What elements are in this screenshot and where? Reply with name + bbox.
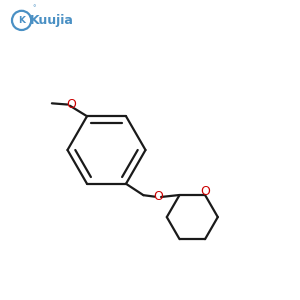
Text: °: ° bbox=[32, 5, 36, 11]
Text: Kuujia: Kuujia bbox=[30, 14, 74, 27]
Text: O: O bbox=[153, 190, 163, 203]
Text: K: K bbox=[18, 16, 25, 25]
Text: O: O bbox=[200, 184, 210, 198]
Text: O: O bbox=[67, 98, 76, 111]
